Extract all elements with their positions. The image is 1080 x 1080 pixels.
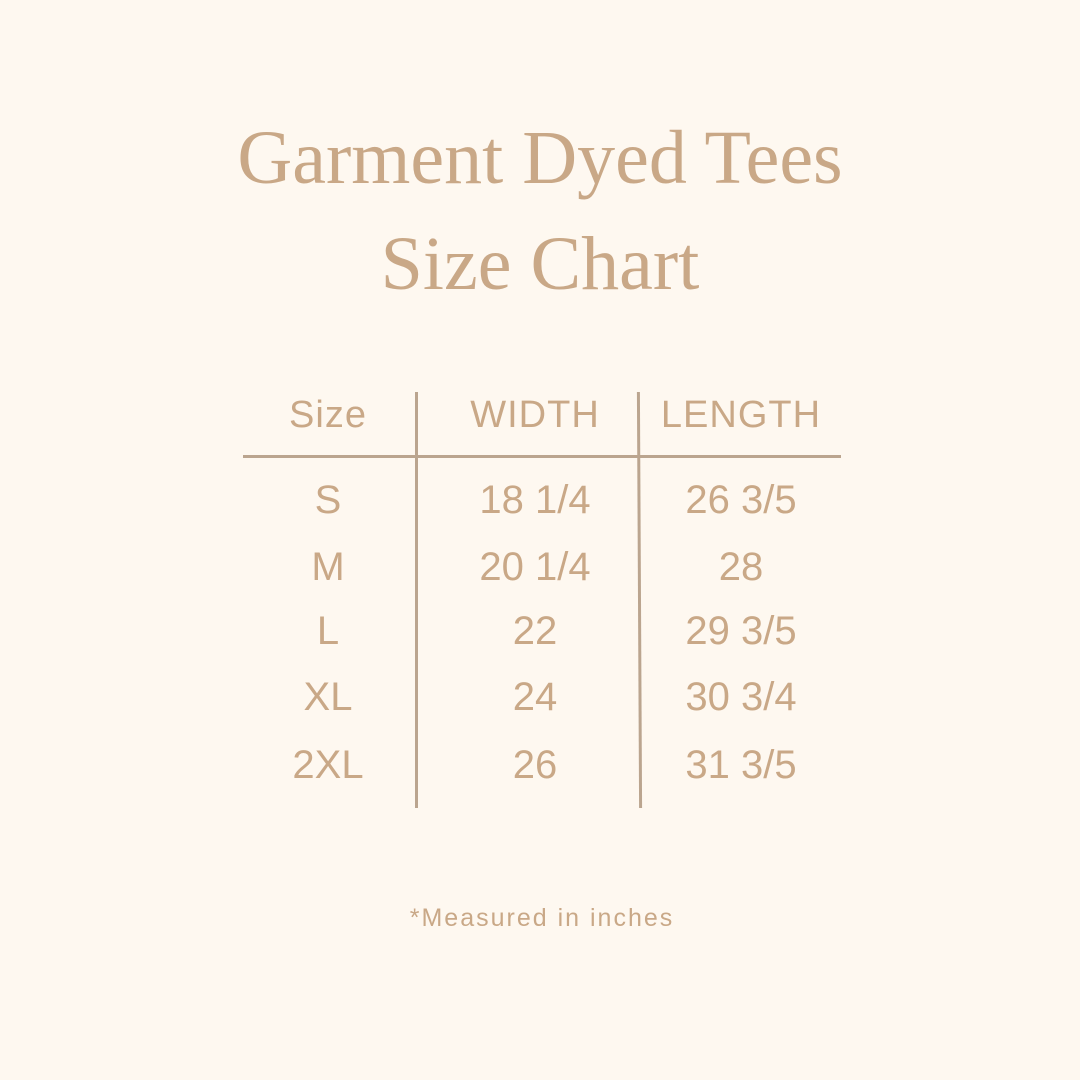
size-cell: S	[314, 478, 342, 522]
title-line-1: Garment Dyed Tees	[237, 116, 843, 200]
header-size: Size	[289, 394, 367, 436]
width-cell: 18 1/4	[479, 478, 591, 522]
header-width: WIDTH	[470, 394, 600, 436]
width-cell: 26	[512, 743, 558, 787]
length-cell: 28	[718, 545, 764, 589]
title-line-2: Size Chart	[380, 222, 700, 306]
width-cell: 22	[512, 609, 558, 653]
length-cell: 26 3/5	[685, 478, 797, 522]
length-cell: 30 3/4	[685, 675, 797, 719]
header-divider	[243, 455, 841, 458]
size-cell: M	[311, 545, 345, 589]
column-divider-1	[415, 392, 418, 808]
size-cell: 2XL	[292, 743, 364, 787]
size-cell: L	[316, 609, 340, 653]
width-cell: 20 1/4	[479, 545, 591, 589]
header-length: LENGTH	[660, 394, 822, 436]
footnote: *Measured in inches	[409, 904, 675, 932]
width-cell: 24	[512, 675, 558, 719]
size-cell: XL	[303, 675, 353, 719]
length-cell: 29 3/5	[685, 609, 797, 653]
length-cell: 31 3/5	[685, 743, 797, 787]
